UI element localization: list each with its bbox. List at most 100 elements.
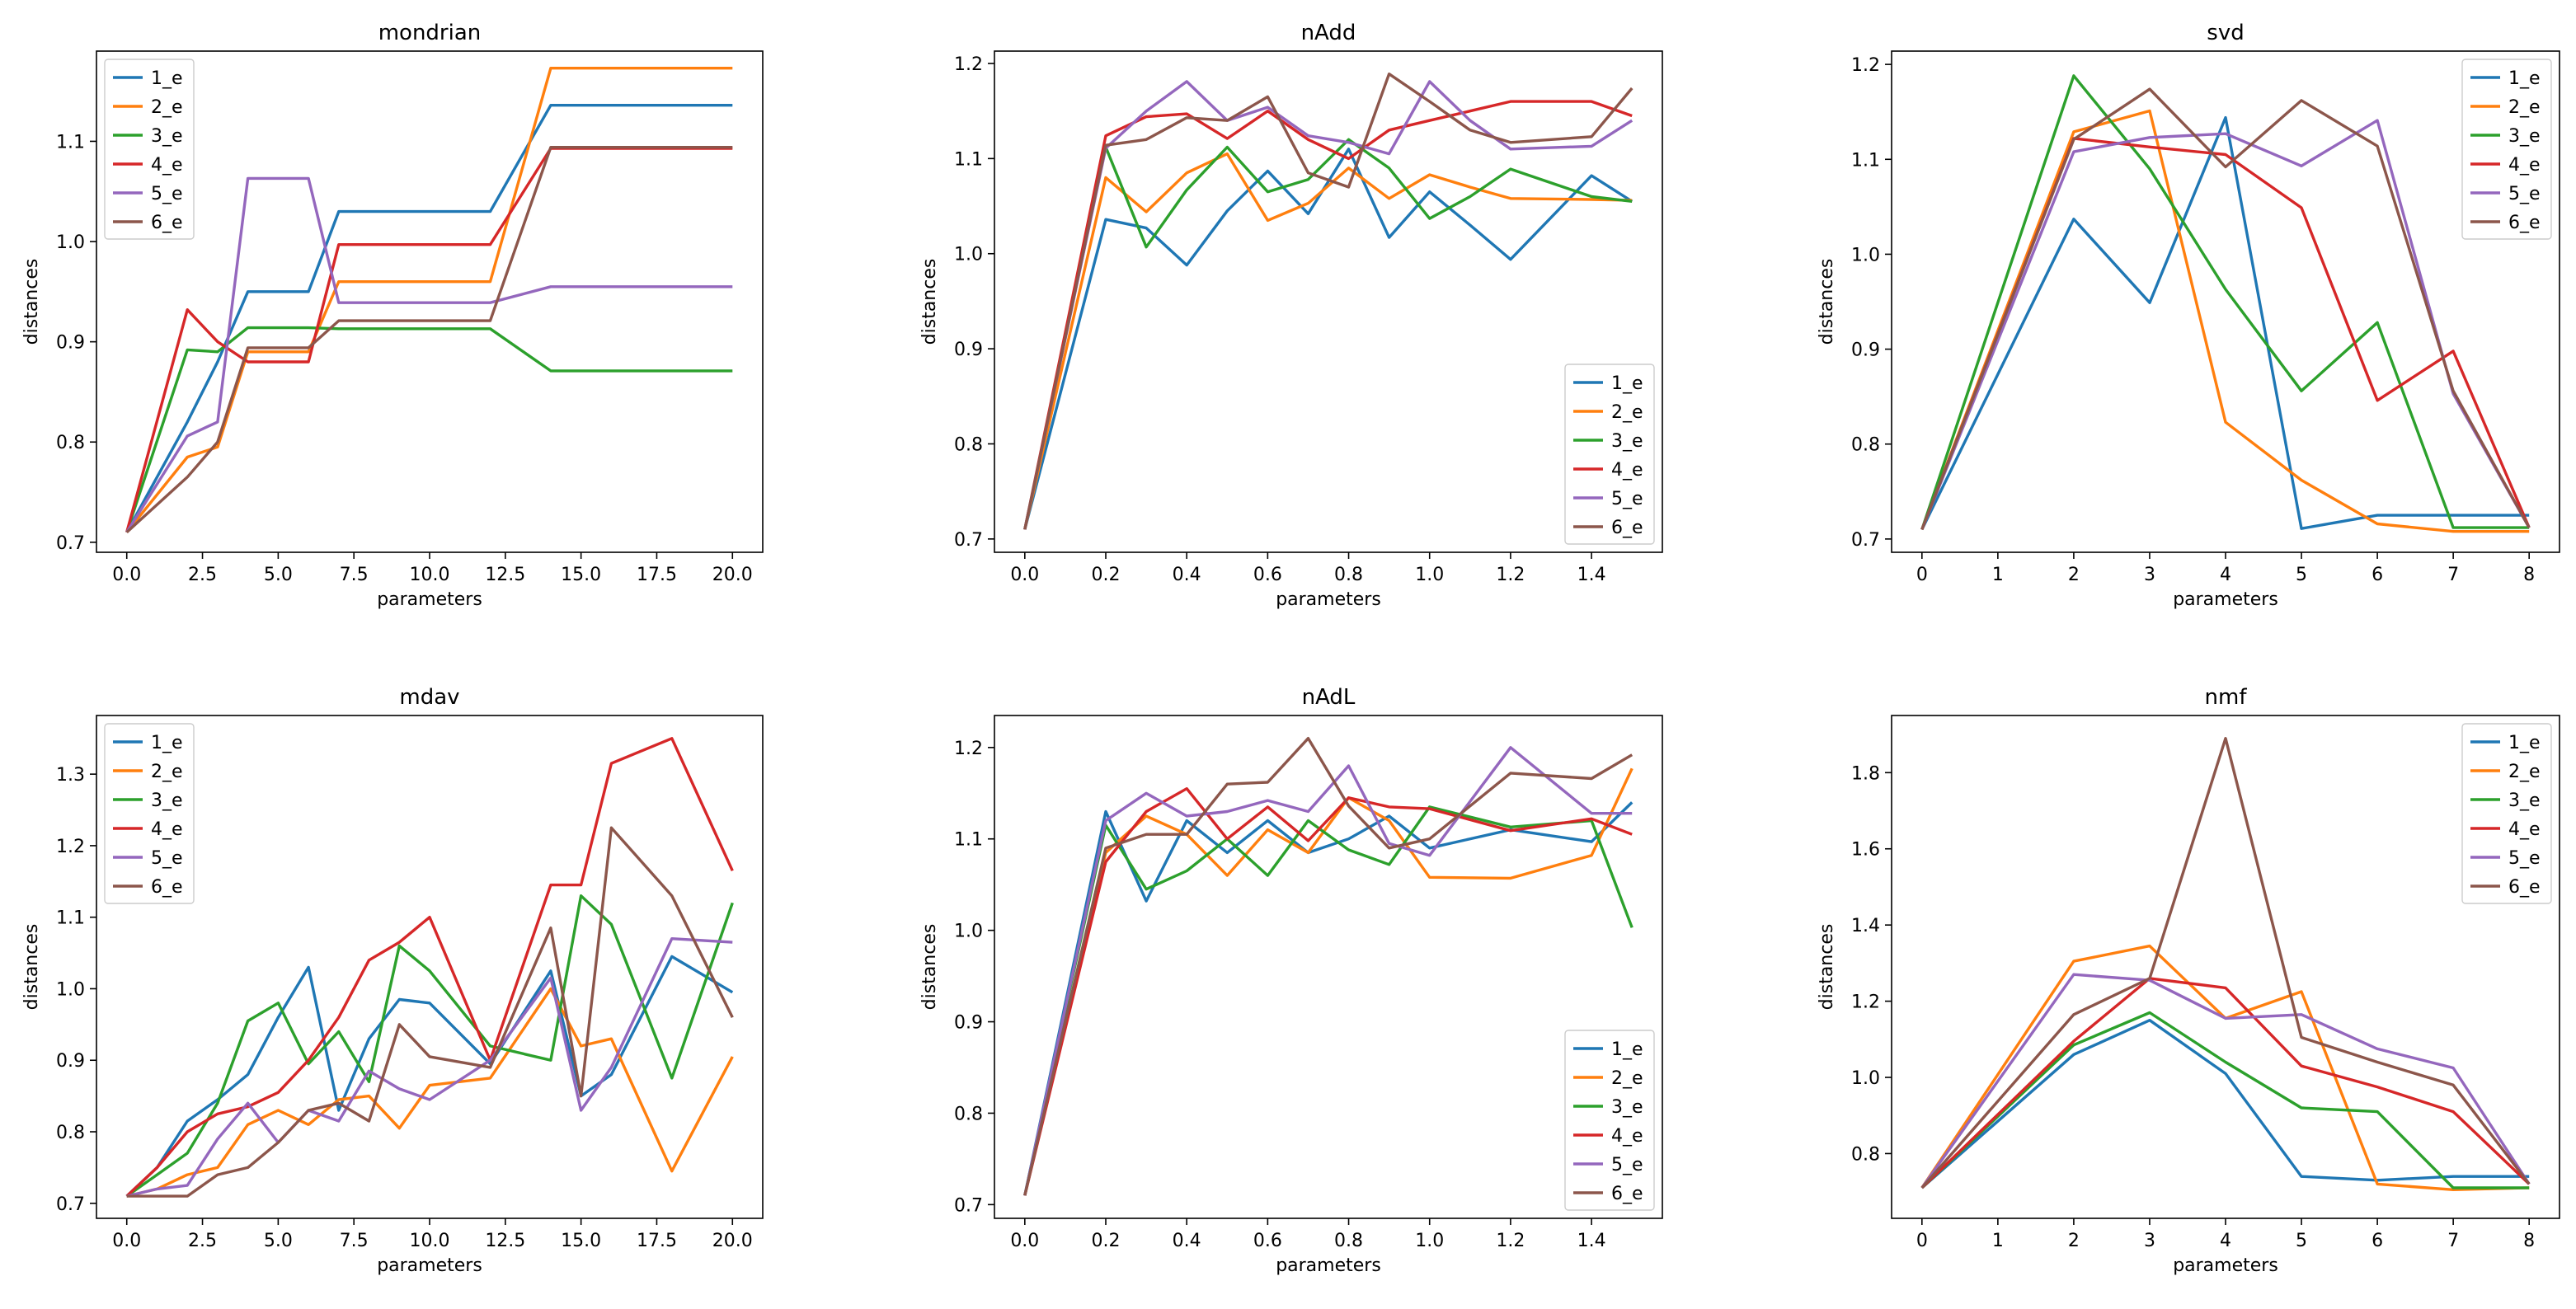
x-tick-label: 8: [2523, 565, 2535, 585]
legend-label: 1_e: [1611, 373, 1643, 394]
y-tick-label: 1.1: [56, 132, 85, 152]
x-tick-label: 7.5: [340, 565, 369, 585]
series-line-4_e: [1023, 100, 1633, 530]
x-tick-label: 10.0: [410, 565, 450, 585]
legend-label: 5_e: [151, 848, 183, 869]
x-tick-label: 1: [1992, 565, 2004, 585]
x-tick-label: 5.0: [264, 565, 293, 585]
subplot-mdav: mdav 0.0 2.5 5.0 7.5 10.0 12.5 15.0 17.5 20.0 0.7 0…: [21, 685, 764, 1276]
x-axis-label: parameters: [377, 589, 482, 610]
x-tick-label: 3: [2144, 1231, 2155, 1251]
y-tick-label: 0.9: [954, 340, 983, 360]
legend: 1_e 2_e 3_e 4_e 5_e 6_e: [1564, 364, 1655, 545]
x-tick-label: 6: [2372, 1231, 2383, 1251]
x-tick-label: 15.0: [561, 565, 601, 585]
y-tick-label: 1.8: [1851, 763, 1880, 784]
x-tick-label: 5.0: [264, 1231, 293, 1251]
legend-label: 3_e: [2508, 791, 2541, 811]
x-axis-label: parameters: [2173, 1255, 2278, 1276]
x-tick-label: 12.5: [485, 565, 525, 585]
series-line-1_e: [1023, 801, 1634, 1196]
y-tick-label: 0.8: [1851, 435, 1880, 456]
y-tick-label: 0.9: [954, 1013, 983, 1034]
y-tick-label: 0.7: [954, 530, 983, 551]
legend: 1_e 2_e 3_e 4_e 5_e 6_e: [104, 723, 195, 904]
y-tick-label: 1.1: [954, 830, 983, 851]
x-tick-label: 4: [2220, 1231, 2231, 1251]
x-tick-label: 1.2: [1496, 1231, 1525, 1251]
legend-label: 1_e: [1611, 1039, 1643, 1060]
subplot-nAdL: nAdL 0.0 0.2 0.4 0.6 0.8 1.0 1.2 1.4 0.7 0.8 0.9 1.0…: [919, 685, 1663, 1276]
series-line-1_e: [125, 955, 734, 1198]
x-axis-label: parameters: [1276, 589, 1381, 610]
legend: 1_e 2_e 3_e 4_e 5_e 6_e: [104, 59, 195, 240]
legend-label: 4_e: [2508, 155, 2541, 176]
axes-frame: [96, 715, 764, 1219]
legend-label: 3_e: [1611, 431, 1643, 452]
legend: 1_e 2_e 3_e 4_e 5_e 6_e: [2461, 59, 2552, 240]
legend-label: 2_e: [1611, 1068, 1643, 1089]
axes-frame: [1891, 50, 2560, 553]
chart-title: nAdL: [1302, 685, 1356, 710]
series-line-3_e: [125, 894, 734, 1198]
y-tick-label: 0.8: [56, 1123, 85, 1143]
subplot-nmf: nmf 0 1 2 3 4 5 6 7 8 0.8 1.0 1.2 1.4 1.6 1.8 parameters…: [1817, 685, 2560, 1276]
y-tick-label: 1.2: [1851, 992, 1880, 1013]
legend-label: 4_e: [1611, 1126, 1643, 1147]
legend-label: 6_e: [151, 213, 183, 233]
legend-label: 6_e: [2508, 213, 2541, 233]
x-tick-label: 0.0: [112, 565, 141, 585]
y-tick-label: 1.0: [954, 245, 983, 265]
series-line-6_e: [1920, 737, 2531, 1189]
legend-label: 3_e: [151, 791, 183, 811]
axes-frame: [96, 50, 764, 553]
x-tick-label: 1.4: [1577, 565, 1606, 585]
y-tick-label: 0.8: [56, 433, 85, 453]
x-tick-label: 1: [1992, 1231, 2004, 1251]
x-tick-label: 0.2: [1092, 1231, 1121, 1251]
series-line-5_e: [126, 936, 733, 1198]
legend-label: 4_e: [2508, 819, 2541, 840]
x-tick-label: 1.0: [1415, 565, 1444, 585]
x-tick-label: 10.0: [410, 1231, 450, 1251]
series-line-5_e: [1920, 119, 2531, 531]
legend-label: 6_e: [2508, 877, 2541, 898]
y-tick-label: 0.7: [1851, 530, 1880, 551]
x-tick-label: 7: [2447, 565, 2459, 585]
chart-title: nAdd: [1301, 21, 1356, 45]
axes-frame: [1891, 715, 2560, 1219]
legend-label: 4_e: [1611, 460, 1643, 481]
series-line-4_e: [1023, 787, 1633, 1196]
x-tick-label: 0.4: [1173, 1231, 1201, 1251]
y-tick-label: 1.0: [56, 232, 85, 253]
series-line-6_e: [1920, 87, 2531, 531]
x-tick-label: 17.5: [637, 1231, 677, 1251]
x-tick-label: 4: [2220, 565, 2231, 585]
x-tick-label: 0.0: [112, 1231, 141, 1251]
legend-label: 2_e: [2508, 97, 2541, 118]
legend-label: 6_e: [1611, 518, 1643, 538]
x-tick-label: 0.0: [1010, 1231, 1039, 1251]
y-axis-label: distances: [21, 259, 42, 345]
legend-label: 6_e: [1611, 1184, 1643, 1204]
y-tick-label: 1.0: [56, 979, 85, 1000]
chart-title: mondrian: [378, 21, 482, 45]
y-tick-label: 0.9: [56, 1051, 85, 1072]
x-tick-label: 7: [2447, 1231, 2459, 1251]
legend-label: 5_e: [2508, 184, 2541, 204]
series-line-6_e: [125, 145, 733, 533]
x-tick-label: 1.0: [1415, 1231, 1444, 1251]
series-line-1_e: [1023, 148, 1634, 530]
x-tick-label: 2: [2068, 1231, 2080, 1251]
series-line-5_e: [1920, 973, 2531, 1189]
x-tick-label: 0: [1916, 1231, 1928, 1251]
chart-title: nmf: [2205, 685, 2248, 710]
series-line-3_e: [1920, 74, 2530, 530]
legend-label: 2_e: [151, 97, 183, 118]
x-tick-label: 20.0: [712, 565, 753, 585]
series-line-2_e: [125, 66, 733, 533]
legend-label: 5_e: [1611, 1155, 1643, 1175]
x-tick-label: 1.4: [1577, 1231, 1606, 1251]
y-tick-label: 1.2: [954, 739, 983, 759]
